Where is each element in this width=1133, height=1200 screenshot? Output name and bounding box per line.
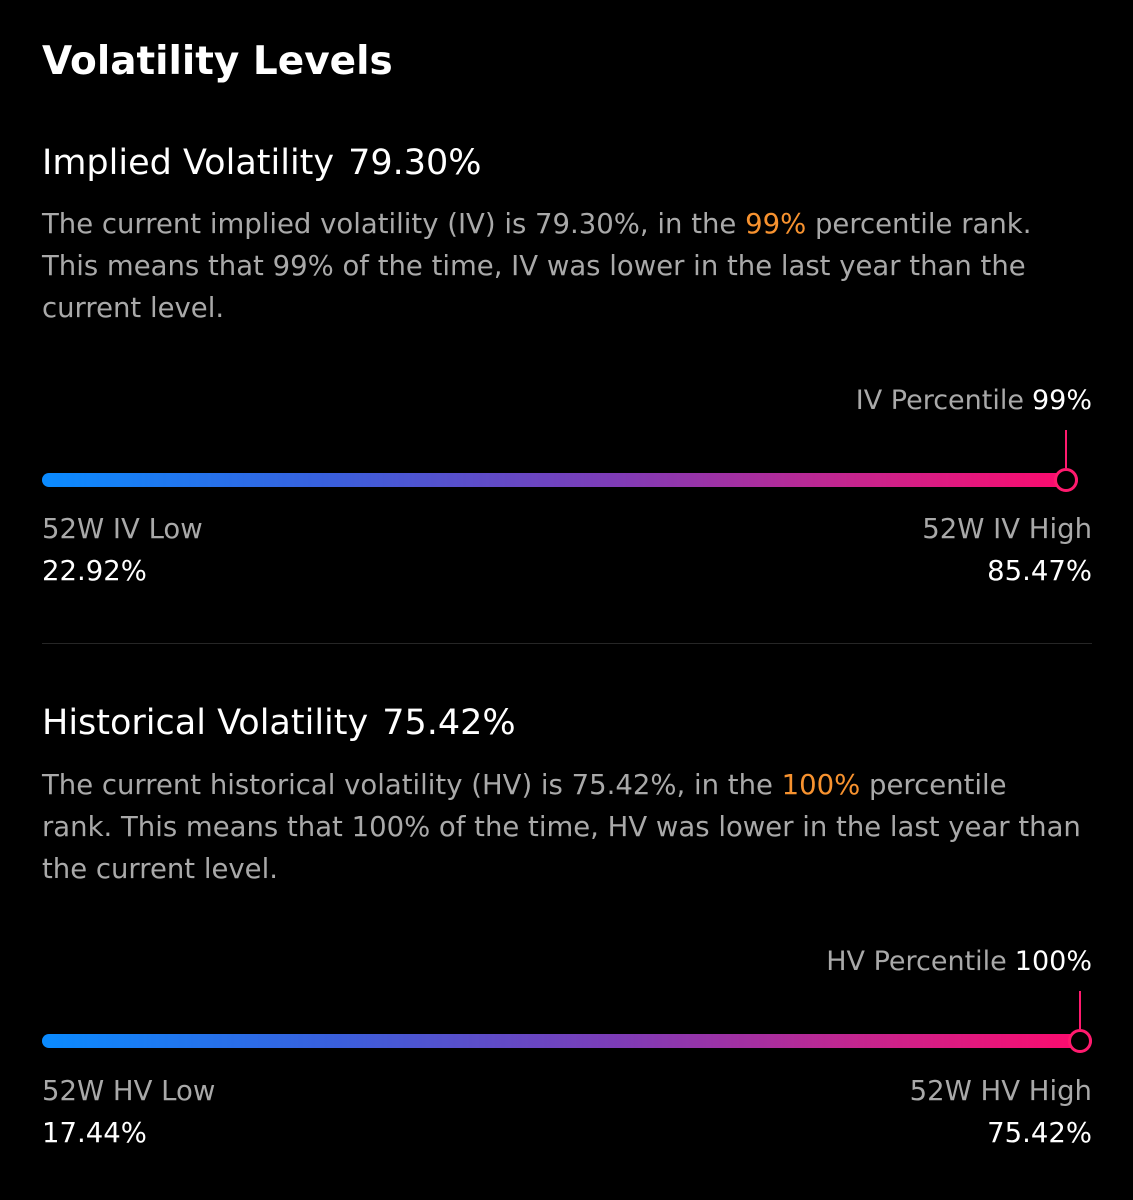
iv-high-label: 52W IV High bbox=[922, 513, 1092, 545]
hv-percentile-pin bbox=[1079, 991, 1081, 1029]
hv-low-label: 52W HV Low bbox=[42, 1075, 216, 1107]
iv-desc-percentile: 99% bbox=[745, 208, 807, 240]
iv-percentile-value: 99% bbox=[1031, 385, 1092, 416]
hv-title-label: Historical Volatility bbox=[42, 703, 369, 743]
hv-title: Historical Volatility 75.42% bbox=[42, 700, 516, 746]
iv-percentile-pin bbox=[1065, 430, 1067, 468]
historical-volatility-section: Historical Volatility 75.42% The current … bbox=[42, 700, 1092, 1160]
iv-desc-text: The current implied volatility (IV) is 7… bbox=[42, 208, 746, 240]
hv-desc-text: The current historical volatility (HV) i… bbox=[42, 769, 782, 801]
section-divider bbox=[42, 643, 1092, 644]
hv-low-value: 17.44% bbox=[42, 1117, 147, 1149]
page-title: Volatility Levels bbox=[42, 39, 393, 84]
hv-desc-text-rest: percentile rank. This means that 100% of… bbox=[42, 769, 1081, 885]
hv-percentile-marker bbox=[1068, 1029, 1092, 1053]
hv-description: The current historical volatility (HV) i… bbox=[42, 764, 1082, 890]
iv-desc-text-rest: percentile rank. This means that 99% of … bbox=[42, 208, 1032, 324]
iv-range-bar bbox=[42, 473, 1078, 487]
hv-percentile-label: HV Percentile 100% bbox=[826, 944, 1092, 980]
hv-percentile-caption: HV Percentile bbox=[826, 946, 1007, 977]
iv-high-value: 85.47% bbox=[987, 555, 1092, 587]
hv-desc-percentile: 100% bbox=[781, 769, 861, 801]
iv-description: The current implied volatility (IV) is 7… bbox=[42, 203, 1082, 329]
hv-percentile-value: 100% bbox=[1014, 946, 1092, 977]
iv-title: Implied Volatility 79.30% bbox=[42, 140, 482, 186]
iv-percentile-marker bbox=[1054, 468, 1078, 492]
iv-low-value: 22.92% bbox=[42, 555, 147, 587]
hv-high-value: 75.42% bbox=[987, 1117, 1092, 1149]
hv-title-value: 75.42% bbox=[382, 703, 516, 743]
iv-title-value: 79.30% bbox=[348, 143, 482, 183]
iv-low-label: 52W IV Low bbox=[42, 513, 203, 545]
iv-percentile-label: IV Percentile 99% bbox=[856, 383, 1092, 419]
hv-high-label: 52W HV High bbox=[909, 1075, 1092, 1107]
iv-percentile-caption: IV Percentile bbox=[855, 385, 1024, 416]
iv-title-label: Implied Volatility bbox=[42, 143, 335, 183]
implied-volatility-section: Implied Volatility 79.30% The current imp… bbox=[42, 140, 1092, 600]
hv-range-bar bbox=[42, 1034, 1092, 1048]
